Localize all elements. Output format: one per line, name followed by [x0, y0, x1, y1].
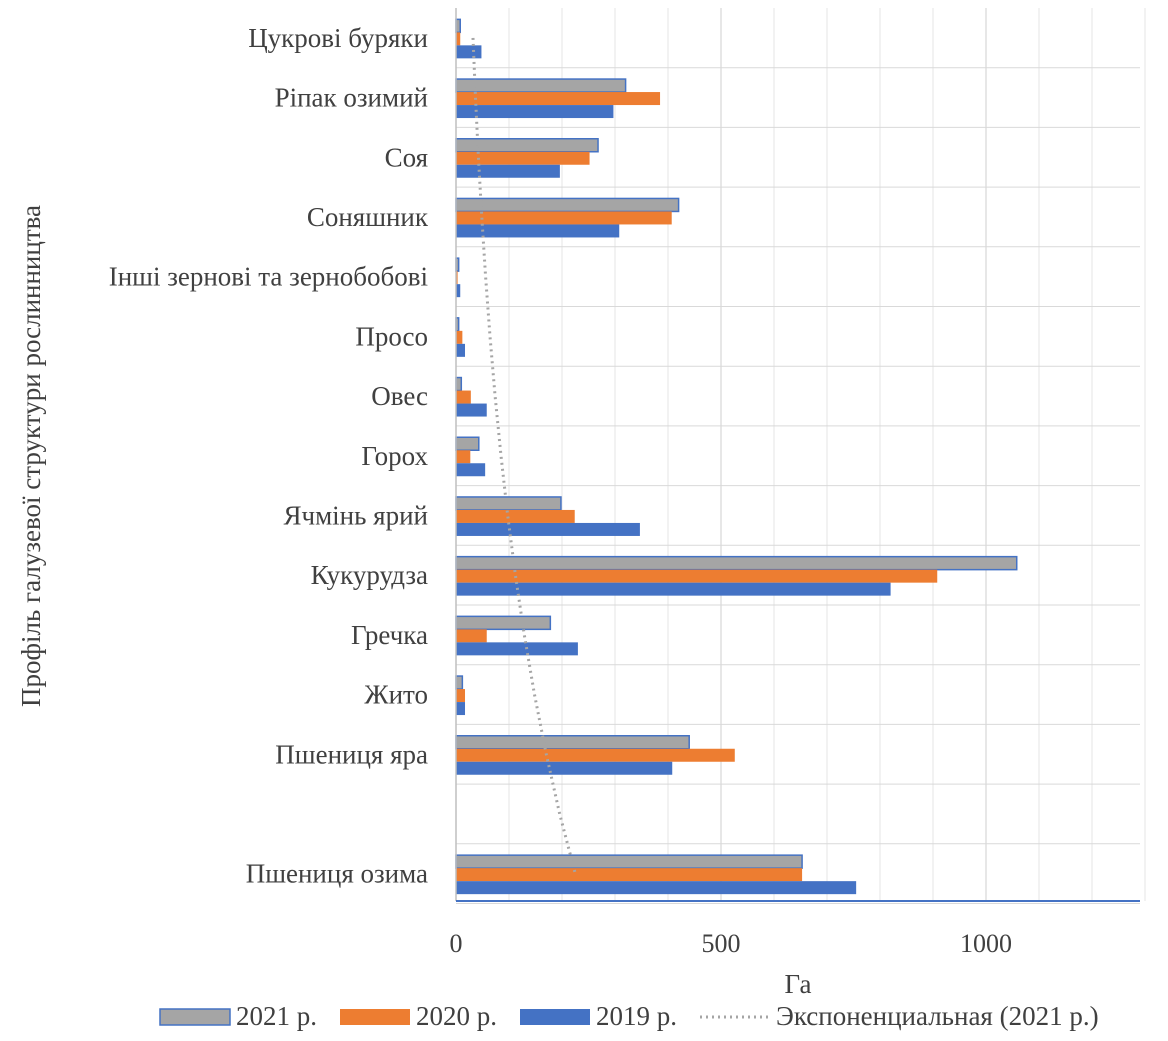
bar-2019 — [456, 582, 891, 596]
bar-2021 — [455, 615, 552, 631]
x-axis-title: Га — [785, 969, 812, 999]
bar-2020 — [456, 450, 471, 464]
category-label: Жито — [364, 680, 428, 710]
category-label: Просо — [355, 321, 428, 351]
bar-2020 — [456, 390, 471, 404]
x-tick-label: 500 — [702, 929, 741, 958]
bar-2020 — [456, 509, 575, 523]
bar-2020 — [456, 271, 458, 285]
bar-2019 — [456, 284, 461, 298]
bar-2019 — [456, 403, 487, 417]
trendline — [471, 37, 577, 875]
bar-2019 — [456, 761, 673, 775]
bar-2021 — [455, 854, 803, 869]
bar-2019 — [456, 702, 466, 716]
category-label: Горох — [361, 441, 428, 471]
legend-label: 2019 р. — [596, 1001, 677, 1031]
category-label: Ріпак озимий — [275, 83, 428, 113]
bar-2020 — [456, 569, 938, 583]
category-label: Кукурудза — [311, 560, 428, 590]
legend-swatch — [159, 1008, 231, 1026]
bar-2020 — [456, 32, 461, 46]
legend-label: Экспоненциальная (2021 р.) — [776, 1001, 1099, 1031]
bar-2021 — [455, 436, 480, 451]
bar-2020 — [456, 330, 463, 344]
x-tick-label: 0 — [450, 929, 463, 958]
bar-2019 — [456, 164, 560, 178]
category-label: Пшениця озима — [246, 859, 428, 889]
category-label: Пшениця яра — [275, 739, 428, 769]
category-label: Гречка — [351, 620, 428, 650]
bar-2019 — [456, 105, 614, 119]
bar-2020 — [456, 689, 466, 703]
category-label: Цукрові буряки — [248, 23, 428, 53]
legend-swatch — [340, 1009, 410, 1025]
bar-2019 — [456, 45, 482, 59]
bar-2019 — [456, 343, 466, 357]
bar-2020 — [456, 868, 803, 882]
category-label: Ячмінь ярий — [283, 500, 428, 530]
bar-2019 — [456, 881, 857, 895]
grid-lines — [456, 8, 1146, 904]
y-axis-title: Профіль галузевої структури рослинництва — [16, 205, 46, 707]
bar-2021 — [455, 735, 690, 750]
bar-2021 — [455, 675, 464, 690]
legend-swatch — [520, 1009, 590, 1025]
bar-2020 — [456, 748, 735, 762]
bar-2020 — [456, 629, 487, 643]
category-label: Соняшник — [307, 202, 429, 232]
legend-label: 2020 р. — [416, 1001, 497, 1031]
legend: 2021 р. 2020 р. 2019 р. Экспоненциальная (2… — [159, 1001, 1099, 1031]
bar-2019 — [456, 463, 486, 477]
axes — [455, 8, 1140, 902]
bar-2021 — [455, 376, 463, 392]
bar-2021 — [455, 197, 680, 213]
category-labels: Цукрові буряки Ріпак озимий Соя Соняшник Інш… — [109, 23, 429, 889]
tick-labels: 0 500 1000 — [450, 929, 1013, 958]
category-label: Інші зернові та зернобобові — [109, 262, 428, 292]
legend-label: 2021 р. — [236, 1001, 317, 1031]
bar-2021 — [455, 496, 562, 511]
x-tick-label: 1000 — [960, 929, 1012, 958]
category-label: Овес — [371, 381, 428, 411]
bars — [455, 18, 1018, 895]
bar-2021 — [455, 78, 627, 93]
bar-2019 — [456, 224, 620, 238]
bar-2020 — [456, 92, 661, 106]
bar-2019 — [456, 522, 640, 536]
category-label: Соя — [385, 142, 428, 172]
bar-2020 — [456, 211, 672, 225]
bar-2021 — [455, 555, 1018, 571]
trendline-path — [471, 37, 577, 875]
bar-2020 — [456, 151, 590, 165]
bar-2019 — [456, 642, 578, 656]
